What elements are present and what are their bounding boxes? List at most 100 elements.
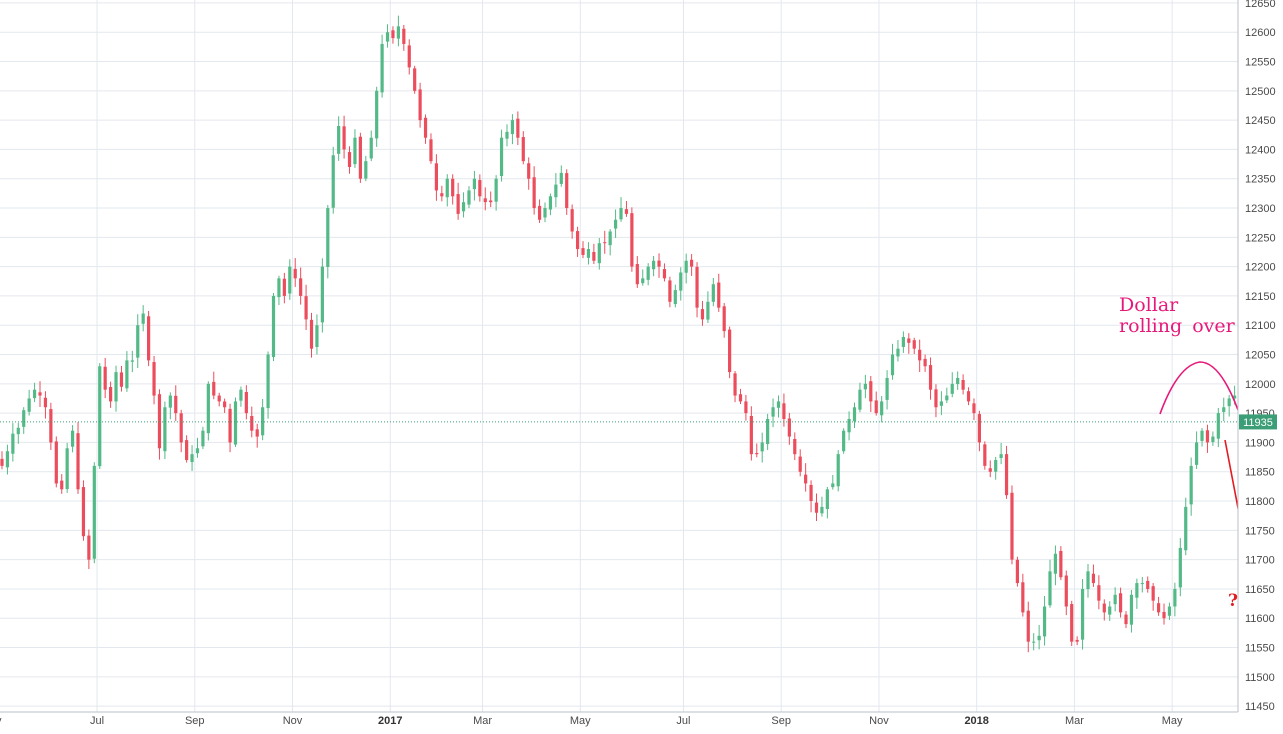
candle bbox=[901, 331, 905, 353]
candle bbox=[119, 365, 124, 392]
candle-body bbox=[147, 316, 151, 361]
candle-body bbox=[423, 117, 428, 138]
candle-body bbox=[787, 418, 791, 437]
candle bbox=[776, 395, 781, 418]
candle bbox=[1010, 485, 1014, 565]
candle bbox=[722, 303, 726, 338]
y-tick-label: 12300 bbox=[1245, 203, 1276, 215]
candle bbox=[733, 371, 737, 403]
candle-body bbox=[543, 208, 547, 218]
candle bbox=[700, 300, 705, 326]
candle bbox=[1059, 546, 1063, 581]
candle bbox=[147, 310, 151, 367]
candle-body bbox=[233, 401, 238, 445]
candle-body bbox=[152, 362, 156, 396]
candle bbox=[755, 443, 759, 458]
candle-body bbox=[228, 408, 232, 443]
candle-body bbox=[369, 137, 373, 159]
candle-body bbox=[755, 452, 759, 455]
candle bbox=[603, 230, 607, 254]
candle-body bbox=[1162, 611, 1166, 619]
candle-body bbox=[331, 155, 335, 208]
candle-body bbox=[505, 131, 509, 139]
candle-body bbox=[1010, 492, 1014, 560]
candle bbox=[271, 292, 276, 362]
candle bbox=[842, 428, 846, 454]
candle-body bbox=[516, 118, 520, 138]
candle bbox=[939, 391, 943, 416]
candle-body bbox=[679, 272, 683, 291]
candle bbox=[38, 381, 42, 407]
candle bbox=[831, 474, 835, 490]
candle-body bbox=[1184, 506, 1188, 551]
candle bbox=[635, 256, 639, 288]
candle-body bbox=[537, 205, 542, 220]
candle bbox=[592, 243, 596, 265]
candle bbox=[527, 157, 531, 190]
y-tick-label: 12050 bbox=[1245, 350, 1276, 362]
candle-body bbox=[396, 26, 400, 39]
candle bbox=[87, 529, 91, 570]
candle-body bbox=[831, 483, 835, 488]
candle-body bbox=[250, 416, 254, 431]
candle bbox=[472, 170, 477, 201]
candle bbox=[836, 450, 840, 492]
candle bbox=[760, 432, 764, 463]
candle-body bbox=[429, 139, 433, 162]
candle bbox=[299, 267, 303, 305]
candle bbox=[852, 402, 857, 429]
candle bbox=[347, 146, 352, 174]
candle bbox=[358, 132, 362, 183]
candle bbox=[1026, 601, 1030, 653]
candle bbox=[217, 392, 221, 407]
candle bbox=[896, 340, 900, 362]
candle-body bbox=[456, 194, 460, 214]
candle bbox=[1200, 428, 1204, 447]
candle-body bbox=[1129, 594, 1134, 625]
candle bbox=[1135, 578, 1139, 609]
candle bbox=[168, 392, 172, 420]
candle-body bbox=[842, 430, 846, 452]
candle bbox=[983, 441, 987, 470]
candle-body bbox=[337, 125, 341, 154]
candle-body bbox=[695, 266, 699, 308]
candle bbox=[54, 436, 58, 488]
x-tick-label: Jul bbox=[676, 715, 690, 727]
candle-body bbox=[353, 137, 357, 165]
candle bbox=[239, 386, 243, 407]
x-tick-label: Mar bbox=[473, 715, 492, 727]
candle-body bbox=[673, 290, 677, 305]
candle-body bbox=[592, 251, 596, 261]
candle-body bbox=[869, 381, 873, 402]
candle bbox=[0, 451, 4, 470]
candle bbox=[5, 444, 10, 475]
candle bbox=[1070, 600, 1074, 647]
candle bbox=[1091, 564, 1096, 587]
candle-body bbox=[983, 444, 987, 466]
candle-body bbox=[483, 198, 487, 203]
y-tick-label: 11450 bbox=[1245, 701, 1275, 713]
candle-body bbox=[711, 284, 715, 302]
candle bbox=[152, 356, 156, 405]
candle-body bbox=[130, 360, 134, 362]
candle bbox=[646, 263, 650, 286]
candle bbox=[342, 115, 346, 159]
candle bbox=[1146, 576, 1150, 593]
candle bbox=[1205, 424, 1210, 453]
candle-body bbox=[261, 407, 265, 436]
candle bbox=[1189, 457, 1193, 516]
candle bbox=[1032, 633, 1036, 651]
candle bbox=[505, 124, 509, 147]
candle-body bbox=[570, 209, 574, 232]
candle bbox=[630, 207, 634, 272]
y-tick-label: 11800 bbox=[1245, 496, 1275, 508]
candle-body bbox=[22, 410, 26, 427]
candle bbox=[673, 284, 677, 308]
candle-body bbox=[299, 278, 303, 296]
candle-body bbox=[0, 458, 4, 466]
candle bbox=[478, 174, 482, 202]
candle bbox=[863, 374, 867, 399]
candle-body bbox=[342, 126, 346, 150]
candle bbox=[103, 358, 107, 399]
